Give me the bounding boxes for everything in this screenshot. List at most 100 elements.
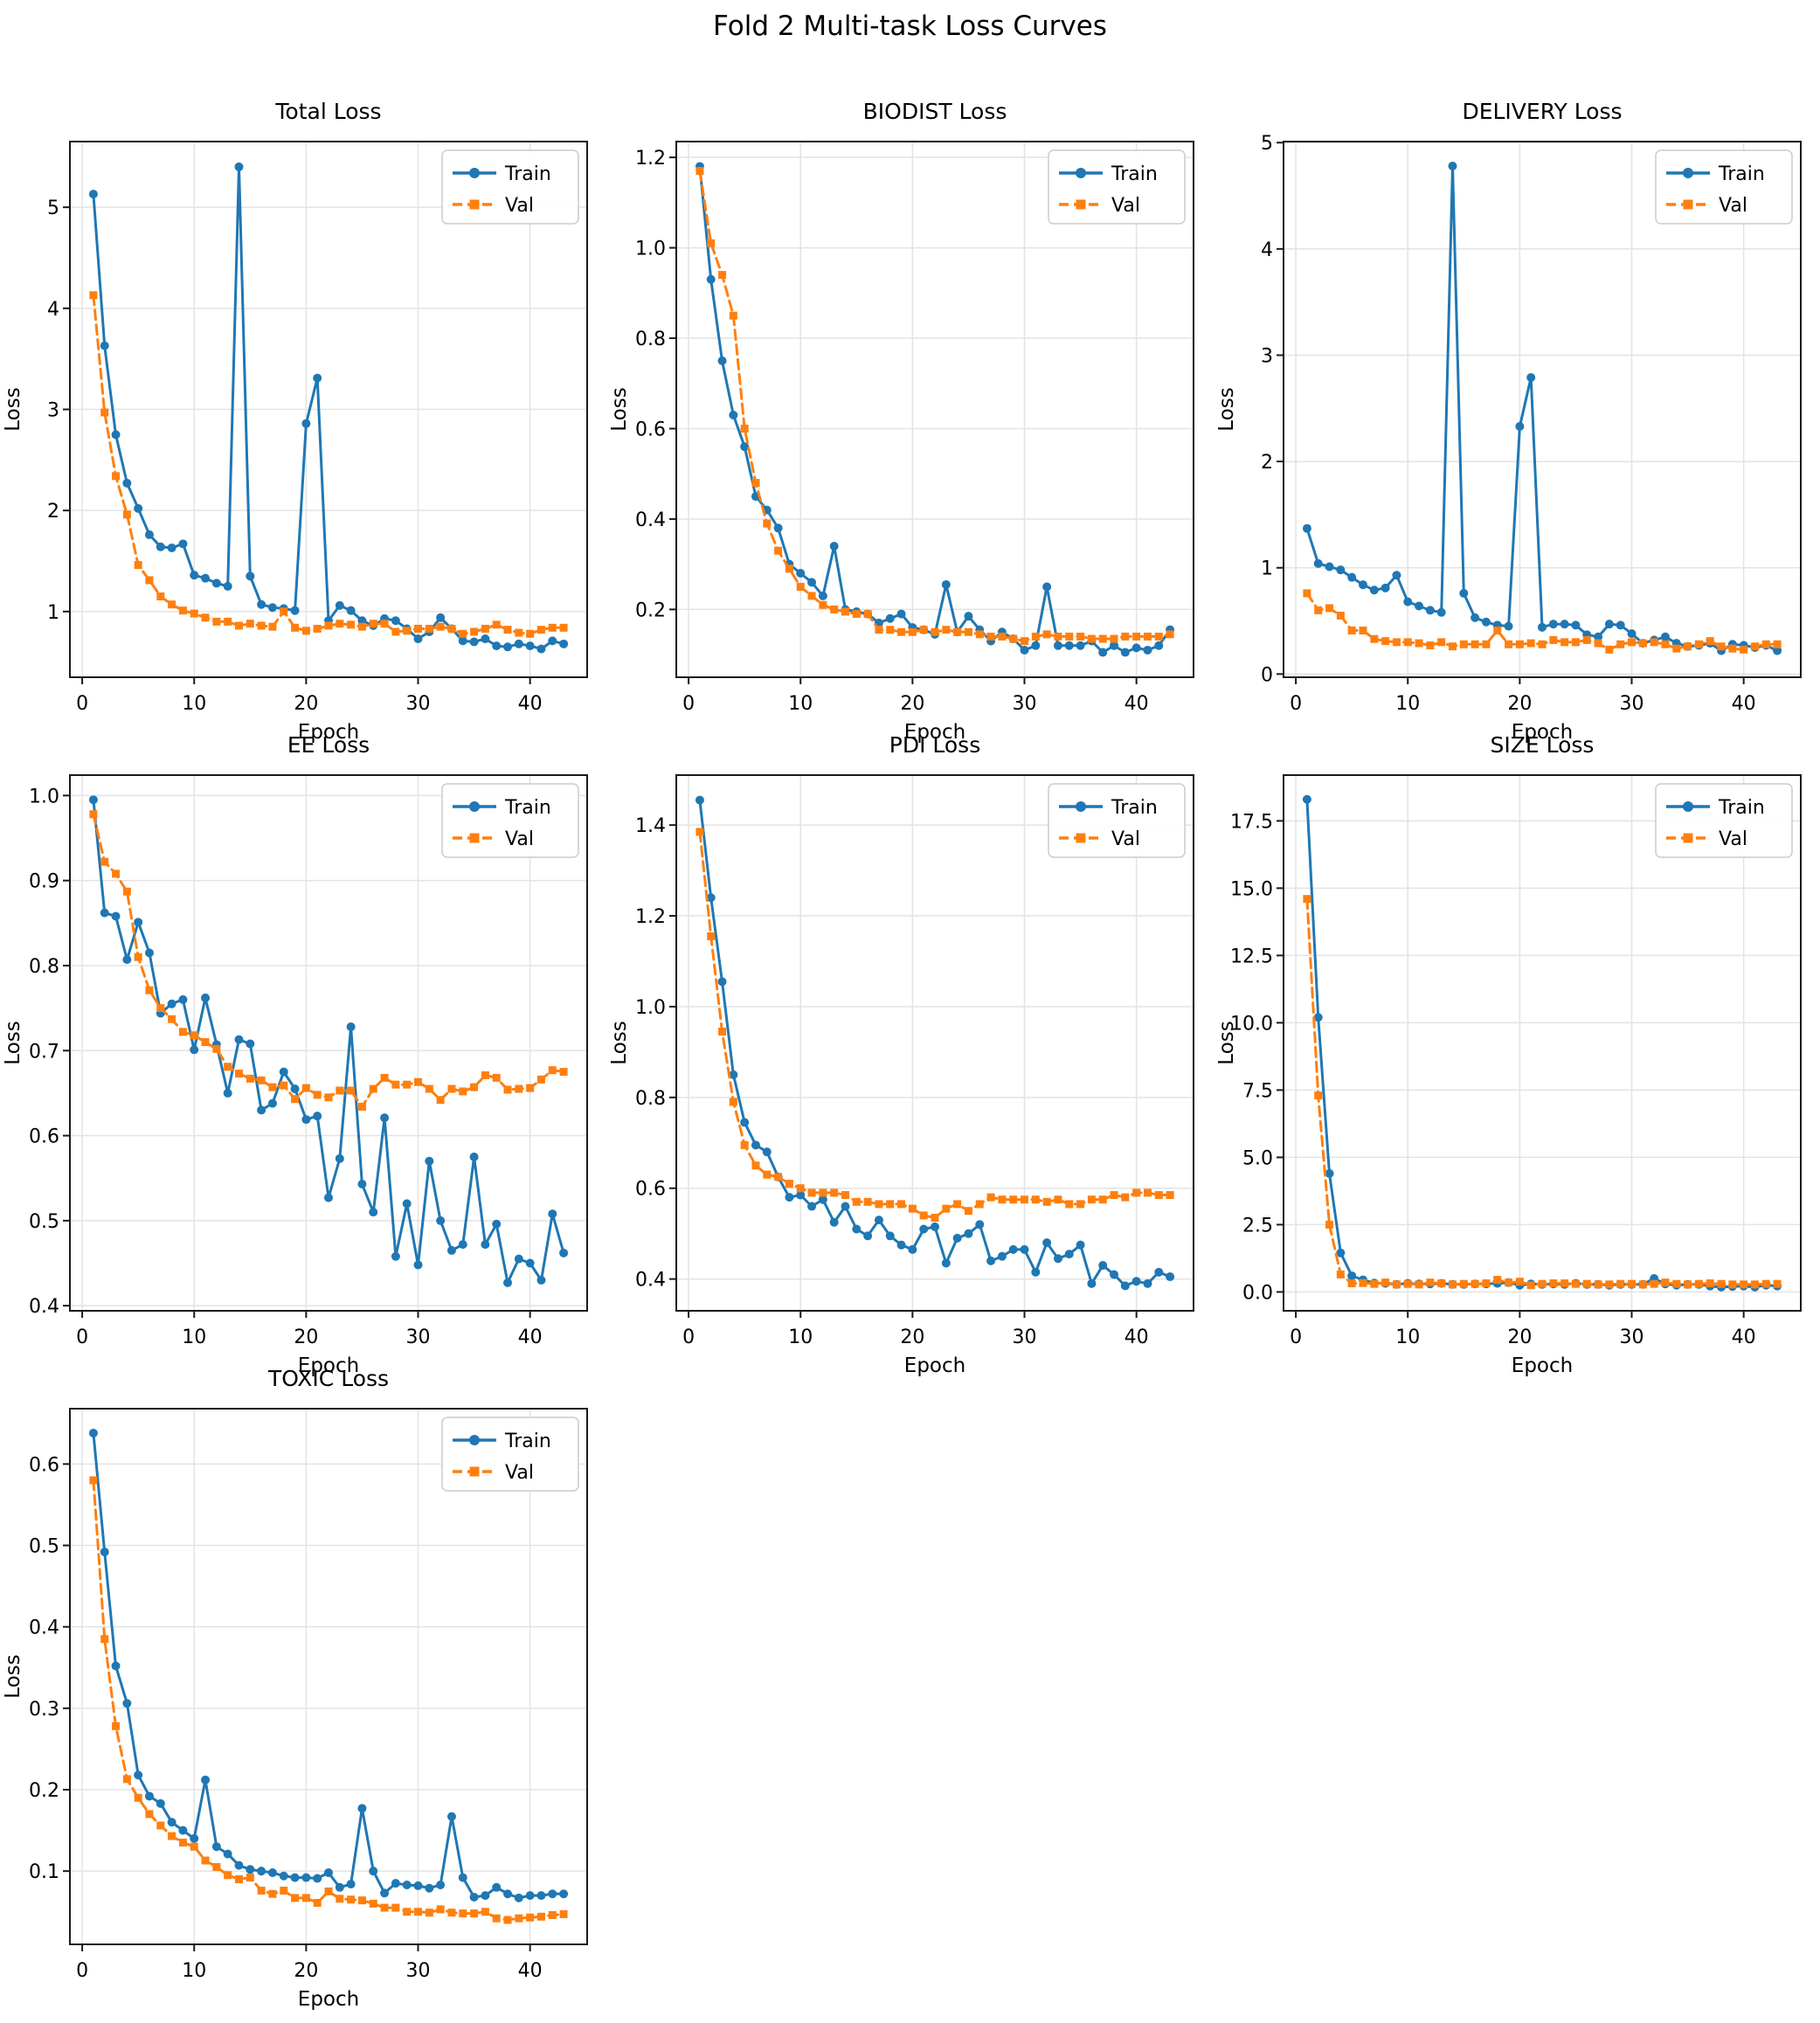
- train-marker: [178, 1826, 188, 1835]
- val-marker: [280, 1081, 288, 1090]
- legend-train-label: Train: [504, 797, 551, 819]
- legend-train-label: Train: [504, 163, 551, 185]
- y-tick-label: 0.6: [635, 1179, 666, 1201]
- train-marker: [1313, 558, 1323, 568]
- y-tick-label: 0.8: [635, 329, 666, 350]
- val-marker: [257, 1887, 266, 1895]
- val-marker: [807, 1188, 816, 1197]
- x-tick-label: 10: [1395, 693, 1420, 715]
- legend-train-marker: [469, 801, 480, 812]
- train-marker: [514, 639, 523, 648]
- train-marker: [559, 639, 569, 648]
- val-marker: [976, 630, 985, 639]
- val-marker: [1415, 639, 1423, 648]
- x-tick-label: 10: [789, 1327, 813, 1348]
- val-marker: [548, 623, 557, 632]
- val-marker: [347, 1895, 356, 1904]
- val-marker: [369, 1899, 377, 1908]
- val-marker: [403, 1080, 412, 1089]
- val-marker: [347, 620, 356, 629]
- train-marker: [481, 634, 490, 644]
- train-marker: [503, 1278, 513, 1287]
- train-marker: [100, 1547, 109, 1556]
- train-marker: [942, 1258, 952, 1268]
- val-marker: [492, 1073, 501, 1082]
- val-marker: [707, 932, 716, 940]
- train-marker: [290, 606, 300, 615]
- val-marker: [414, 624, 423, 633]
- subplot-title: PDI Loss: [889, 732, 980, 758]
- train-marker: [1121, 648, 1131, 657]
- legend: Train Val: [1654, 149, 1793, 225]
- val-marker: [324, 621, 333, 630]
- train-marker: [1020, 645, 1029, 655]
- train-marker: [267, 603, 277, 613]
- val-marker: [470, 627, 479, 636]
- x-tick-label: 0: [76, 1327, 88, 1348]
- val-marker: [1616, 1279, 1624, 1288]
- x-tick-label: 20: [294, 1327, 318, 1348]
- val-marker: [492, 1914, 501, 1923]
- chart-delivery-loss: 0 10 20 30 40 0 1 2 3 4 5 DELIVERY Loss Epoch Loss Tra…: [1214, 61, 1820, 756]
- train-marker: [1154, 641, 1164, 650]
- axes-frame: [675, 774, 1195, 1312]
- train-marker: [391, 1251, 400, 1261]
- y-tick-label: 1.0: [635, 997, 666, 1019]
- val-marker: [201, 1038, 210, 1047]
- val-marker: [391, 627, 400, 636]
- train-marker: [436, 613, 446, 622]
- y-tick-label: 2: [1261, 452, 1273, 474]
- val-marker: [1359, 1278, 1367, 1287]
- y-tick-label: 1.0: [635, 239, 666, 260]
- figure-title: Fold 2 Multi-task Loss Curves: [713, 10, 1107, 42]
- val-marker: [168, 1015, 176, 1023]
- train-marker: [122, 478, 132, 488]
- val-marker: [1448, 1280, 1457, 1289]
- y-tick-label: 0.6: [29, 1126, 59, 1148]
- val-marker: [414, 1908, 423, 1916]
- train-marker: [88, 1428, 98, 1438]
- val-marker: [257, 621, 266, 630]
- val-marker: [1121, 1193, 1130, 1202]
- val-marker: [695, 167, 704, 176]
- train-marker: [313, 1112, 322, 1121]
- val-marker: [1166, 630, 1174, 639]
- val-marker: [224, 1063, 232, 1071]
- y-tick-label: 1: [1261, 558, 1273, 580]
- train-line: [1305, 164, 1779, 653]
- val-marker: [559, 623, 568, 632]
- train-marker: [1131, 1277, 1141, 1286]
- val-marker: [212, 1862, 221, 1871]
- train-marker: [919, 1224, 929, 1234]
- train-marker: [290, 1873, 300, 1882]
- val-marker: [1336, 611, 1345, 620]
- train-marker: [1548, 620, 1558, 629]
- val-marker: [357, 1896, 366, 1905]
- val-marker: [998, 632, 1007, 641]
- val-marker: [234, 1070, 243, 1078]
- train-marker: [1470, 613, 1479, 622]
- x-tick-label: 30: [1013, 1327, 1037, 1348]
- subplot-title: SIZE Loss: [1490, 732, 1594, 758]
- val-marker: [695, 828, 704, 836]
- train-marker: [1458, 588, 1468, 598]
- val-marker: [1426, 641, 1435, 650]
- legend: Train Val: [441, 783, 579, 858]
- val-marker: [1594, 639, 1602, 648]
- legend-val-marker: [1683, 199, 1693, 210]
- val-marker: [391, 1080, 400, 1089]
- train-marker: [1065, 1250, 1075, 1259]
- x-tick-label: 20: [1507, 1327, 1532, 1348]
- train-marker: [190, 1833, 199, 1843]
- val-marker: [1065, 1200, 1074, 1209]
- train-marker: [446, 1812, 456, 1821]
- y-tick-label: 4: [47, 299, 59, 321]
- train-marker: [1504, 621, 1513, 631]
- val-marker: [1336, 1270, 1345, 1278]
- val-marker: [291, 623, 300, 632]
- val-marker: [201, 613, 210, 622]
- val-marker: [1683, 1280, 1692, 1289]
- val-marker: [1515, 1278, 1524, 1286]
- train-marker: [1346, 572, 1356, 582]
- train-marker: [1448, 161, 1457, 170]
